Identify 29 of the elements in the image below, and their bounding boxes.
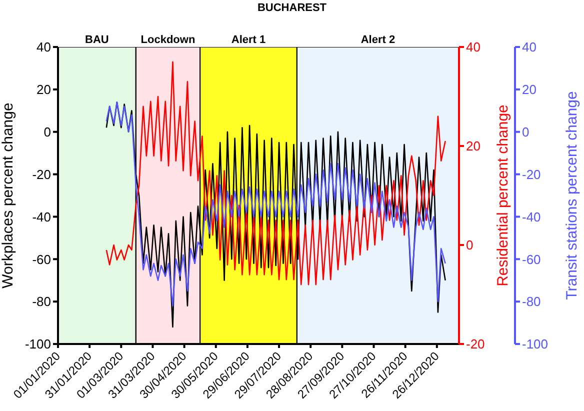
y-tick-label: -40 [32,209,51,224]
y3-tick-label: -40 [522,209,541,224]
band-label: Lockdown [140,34,196,46]
y2-tick-label: -20 [466,336,485,352]
y3-tick-label: 40 [522,40,536,55]
y-tick-label: -60 [32,252,51,267]
y3-axis-title: Transit stations percent change [563,91,580,300]
y3-tick-label: 0 [522,124,530,140]
y-tick-label: 0 [44,124,51,140]
y3-tick-label: -80 [522,294,541,310]
band-label: BAU [85,34,109,46]
y2-tick-label: 20 [466,138,480,154]
y3-tick-label: 20 [522,82,536,98]
band-label: Alert 1 [231,34,266,46]
chart-title: BUCHAREST [256,2,328,14]
line-series [106,61,446,286]
y3-tick-label: -100 [522,336,548,352]
band-label: Alert 2 [360,34,396,46]
y2-tick-label: 0 [466,238,474,253]
y3-tick-label: -60 [522,252,541,267]
y-tick-label: 40 [36,40,51,55]
y-tick-label: -100 [24,336,51,352]
y-tick-label: -80 [32,294,51,310]
y2-tick-label: 40 [466,40,480,55]
y2-axis-title: Residential percent change [494,104,512,286]
y-axis-title: Workplaces percent change [0,102,16,288]
y-tick-label: 20 [36,82,51,98]
y3-tick-label: -20 [522,166,541,182]
y-tick-label: -20 [32,166,51,182]
